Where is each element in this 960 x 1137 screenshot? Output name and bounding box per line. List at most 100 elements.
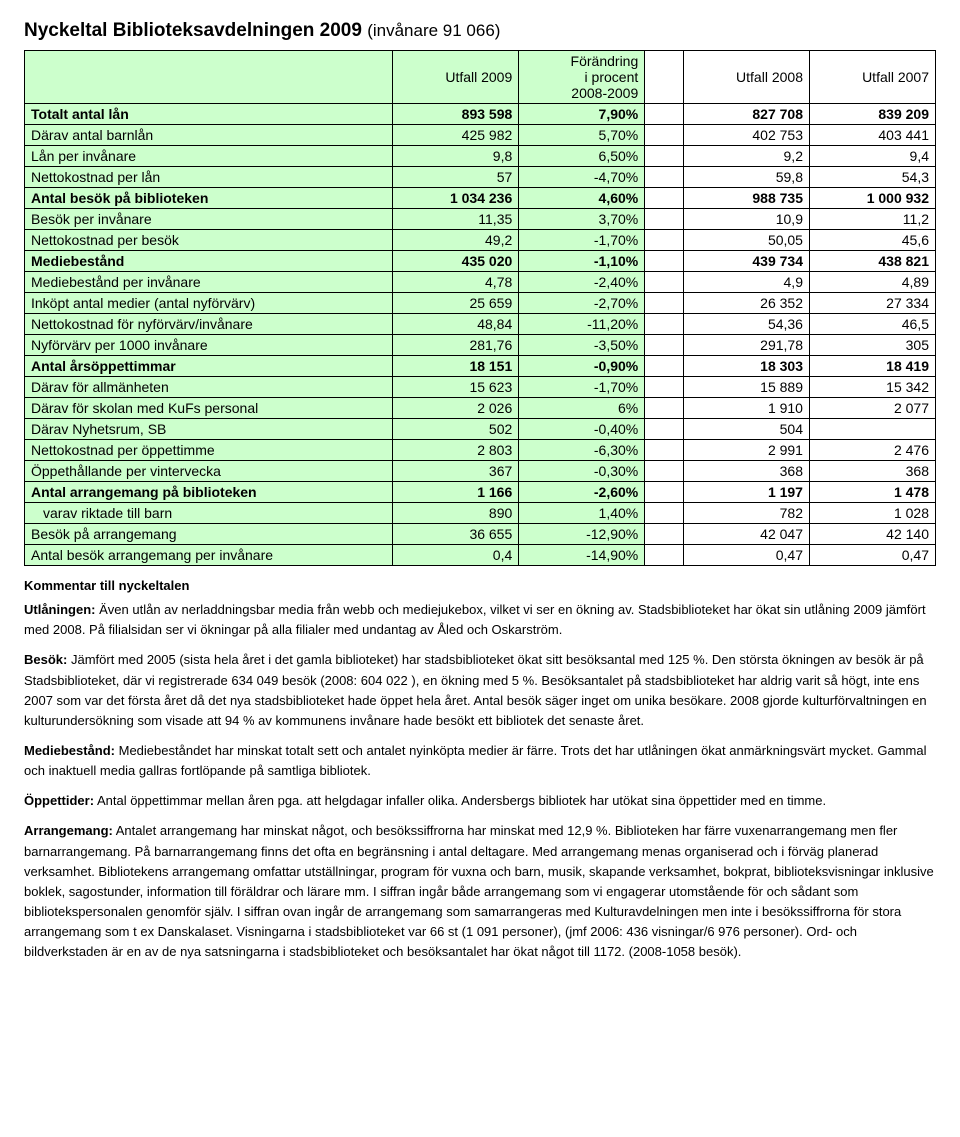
cell-forandring: -12,90% <box>519 524 645 545</box>
table-row: Lån per invånare9,86,50%9,29,4 <box>25 146 936 167</box>
cell-utfall-2008: 10,9 <box>684 209 810 230</box>
comment-label: Utlåningen: <box>24 602 96 617</box>
comment-text: Antal öppettimmar mellan åren pga. att h… <box>94 793 826 808</box>
table-row: Därav för skolan med KuFs personal2 0266… <box>25 398 936 419</box>
cell-gap <box>645 293 684 314</box>
row-label: Antal arrangemang på biblioteken <box>25 482 393 503</box>
cell-forandring: -1,10% <box>519 251 645 272</box>
comment-besok: Besök: Jämfört med 2005 (sista hela året… <box>24 650 936 731</box>
row-label: Lån per invånare <box>25 146 393 167</box>
cell-utfall-2007: 45,6 <box>809 230 935 251</box>
cell-utfall-2007: 839 209 <box>809 104 935 125</box>
cell-utfall-2007: 18 419 <box>809 356 935 377</box>
table-row: Inköpt antal medier (antal nyförvärv)25 … <box>25 293 936 314</box>
comment-label: Öppettider: <box>24 793 94 808</box>
cell-utfall-2008: 504 <box>684 419 810 440</box>
head-forandring-l2: i procent <box>585 69 639 85</box>
cell-forandring: -6,30% <box>519 440 645 461</box>
cell-utfall-2009: 1 034 236 <box>393 188 519 209</box>
cell-utfall-2008: 42 047 <box>684 524 810 545</box>
cell-gap <box>645 461 684 482</box>
cell-gap <box>645 482 684 503</box>
cell-utfall-2007: 11,2 <box>809 209 935 230</box>
comment-arrangemang: Arrangemang: Antalet arrangemang har min… <box>24 821 936 962</box>
cell-forandring: 4,60% <box>519 188 645 209</box>
cell-forandring: -11,20% <box>519 314 645 335</box>
row-label: Nettokostnad per besök <box>25 230 393 251</box>
metrics-table: Utfall 2009 Förändring i procent 2008-20… <box>24 50 936 566</box>
cell-utfall-2008: 18 303 <box>684 356 810 377</box>
cell-utfall-2007: 1 478 <box>809 482 935 503</box>
cell-utfall-2008: 439 734 <box>684 251 810 272</box>
cell-utfall-2009: 49,2 <box>393 230 519 251</box>
table-row: Nettokostnad per lån57-4,70%59,854,3 <box>25 167 936 188</box>
cell-utfall-2008: 291,78 <box>684 335 810 356</box>
row-label: Därav Nyhetsrum, SB <box>25 419 393 440</box>
cell-forandring: 3,70% <box>519 209 645 230</box>
row-label: Antal besök på biblioteken <box>25 188 393 209</box>
cell-utfall-2008: 368 <box>684 461 810 482</box>
cell-utfall-2008: 59,8 <box>684 167 810 188</box>
cell-utfall-2008: 402 753 <box>684 125 810 146</box>
cell-utfall-2009: 435 020 <box>393 251 519 272</box>
cell-gap <box>645 440 684 461</box>
cell-utfall-2007: 9,4 <box>809 146 935 167</box>
table-row: Nettokostnad per öppettimme2 803-6,30%2 … <box>25 440 936 461</box>
head-gap <box>645 51 684 104</box>
cell-utfall-2007: 2 077 <box>809 398 935 419</box>
table-row: Antal arrangemang på biblioteken1 166-2,… <box>25 482 936 503</box>
cell-gap <box>645 104 684 125</box>
cell-utfall-2009: 425 982 <box>393 125 519 146</box>
row-label: Inköpt antal medier (antal nyförvärv) <box>25 293 393 314</box>
cell-forandring: 1,40% <box>519 503 645 524</box>
cell-gap <box>645 503 684 524</box>
comment-oppettider: Öppettider: Antal öppettimmar mellan åre… <box>24 791 936 811</box>
cell-utfall-2008: 26 352 <box>684 293 810 314</box>
cell-gap <box>645 398 684 419</box>
cell-gap <box>645 167 684 188</box>
cell-gap <box>645 335 684 356</box>
cell-utfall-2007: 46,5 <box>809 314 935 335</box>
cell-utfall-2009: 0,4 <box>393 545 519 566</box>
cell-gap <box>645 377 684 398</box>
table-row: Öppethållande per vintervecka367-0,30%36… <box>25 461 936 482</box>
cell-gap <box>645 230 684 251</box>
head-blank <box>25 51 393 104</box>
cell-forandring: -0,40% <box>519 419 645 440</box>
cell-utfall-2009: 25 659 <box>393 293 519 314</box>
cell-utfall-2009: 48,84 <box>393 314 519 335</box>
comment-label: Arrangemang: <box>24 823 113 838</box>
cell-forandring: 7,90% <box>519 104 645 125</box>
cell-utfall-2009: 1 166 <box>393 482 519 503</box>
row-label: Besök per invånare <box>25 209 393 230</box>
cell-utfall-2009: 281,76 <box>393 335 519 356</box>
table-row: Därav Nyhetsrum, SB502-0,40% 504 <box>25 419 936 440</box>
cell-utfall-2009: 57 <box>393 167 519 188</box>
table-row: Därav antal barnlån425 9825,70%402 75340… <box>25 125 936 146</box>
row-label: Totalt antal lån <box>25 104 393 125</box>
head-forandring-l3: 2008-2009 <box>571 85 638 101</box>
comment-text: Även utlån av nerladdningsbar media från… <box>24 602 926 637</box>
cell-gap <box>645 419 684 440</box>
cell-utfall-2007: 1 000 932 <box>809 188 935 209</box>
cell-utfall-2008: 827 708 <box>684 104 810 125</box>
cell-gap <box>645 272 684 293</box>
cell-utfall-2008: 50,05 <box>684 230 810 251</box>
comment-text: Jämfört med 2005 (sista hela året i det … <box>24 652 927 727</box>
row-label: varav riktade till barn <box>25 503 393 524</box>
comment-label: Mediebestånd: <box>24 743 115 758</box>
cell-forandring: -1,70% <box>519 230 645 251</box>
row-label: Därav för allmänheten <box>25 377 393 398</box>
cell-utfall-2007: 15 342 <box>809 377 935 398</box>
cell-utfall-2009: 502 <box>393 419 519 440</box>
row-label: Besök på arrangemang <box>25 524 393 545</box>
cell-utfall-2009: 2 026 <box>393 398 519 419</box>
page-title: Nyckeltal Biblioteksavdelningen 2009 (in… <box>24 20 936 42</box>
cell-gap <box>645 146 684 167</box>
table-row: Nettokostnad för nyförvärv/invånare48,84… <box>25 314 936 335</box>
cell-utfall-2009: 367 <box>393 461 519 482</box>
cell-forandring: -2,70% <box>519 293 645 314</box>
cell-utfall-2008: 0,47 <box>684 545 810 566</box>
cell-utfall-2009: 11,35 <box>393 209 519 230</box>
cell-utfall-2009: 9,8 <box>393 146 519 167</box>
